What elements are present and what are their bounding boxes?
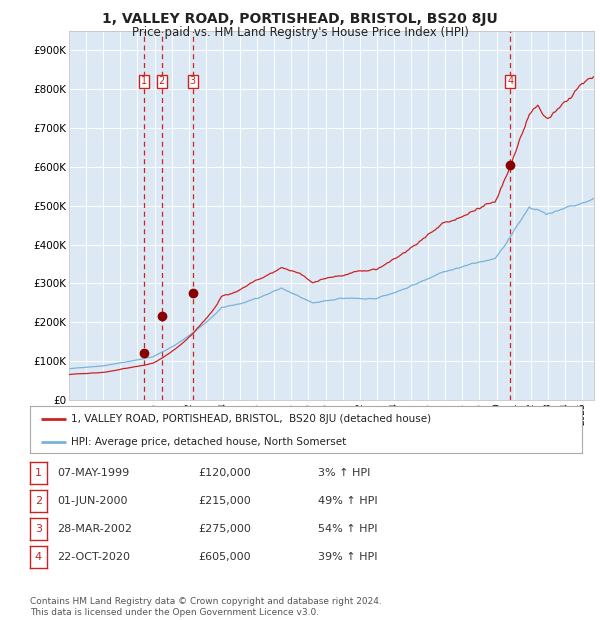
Text: 3: 3 — [35, 524, 42, 534]
Text: HPI: Average price, detached house, North Somerset: HPI: Average price, detached house, Nort… — [71, 437, 347, 448]
Text: 1, VALLEY ROAD, PORTISHEAD, BRISTOL,  BS20 8JU (detached house): 1, VALLEY ROAD, PORTISHEAD, BRISTOL, BS2… — [71, 414, 431, 424]
Text: 4: 4 — [508, 76, 514, 86]
Text: 39% ↑ HPI: 39% ↑ HPI — [318, 552, 377, 562]
Text: 01-JUN-2000: 01-JUN-2000 — [57, 496, 128, 506]
Text: 1, VALLEY ROAD, PORTISHEAD, BRISTOL, BS20 8JU: 1, VALLEY ROAD, PORTISHEAD, BRISTOL, BS2… — [102, 12, 498, 27]
Text: 2: 2 — [158, 76, 165, 86]
Text: 3: 3 — [190, 76, 196, 86]
Text: £215,000: £215,000 — [198, 496, 251, 506]
Text: 4: 4 — [35, 552, 42, 562]
Text: Price paid vs. HM Land Registry's House Price Index (HPI): Price paid vs. HM Land Registry's House … — [131, 26, 469, 39]
Text: £275,000: £275,000 — [198, 524, 251, 534]
Text: Contains HM Land Registry data © Crown copyright and database right 2024.
This d: Contains HM Land Registry data © Crown c… — [30, 598, 382, 617]
Text: 22-OCT-2020: 22-OCT-2020 — [57, 552, 130, 562]
Text: £605,000: £605,000 — [198, 552, 251, 562]
Text: 1: 1 — [140, 76, 146, 86]
Text: 07-MAY-1999: 07-MAY-1999 — [57, 468, 129, 478]
Text: 49% ↑ HPI: 49% ↑ HPI — [318, 496, 377, 506]
Text: 3% ↑ HPI: 3% ↑ HPI — [318, 468, 370, 478]
Text: £120,000: £120,000 — [198, 468, 251, 478]
Text: 54% ↑ HPI: 54% ↑ HPI — [318, 524, 377, 534]
Text: 28-MAR-2002: 28-MAR-2002 — [57, 524, 132, 534]
Text: 2: 2 — [35, 496, 42, 506]
Text: 1: 1 — [35, 468, 42, 478]
